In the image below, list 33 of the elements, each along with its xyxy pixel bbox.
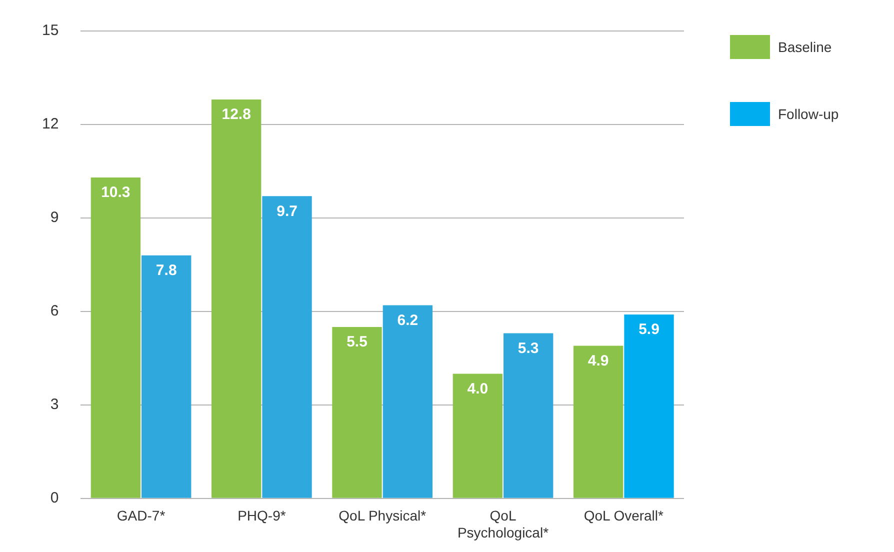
y-tick-label: 12: [42, 116, 59, 133]
y-tick-label: 0: [50, 490, 59, 507]
bar: [382, 305, 433, 498]
data-label: 5.5: [346, 334, 368, 351]
x-tick-label: QoL Psychological*: [457, 508, 550, 540]
data-label: 9.7: [276, 202, 298, 220]
legend-label: Follow-up: [778, 106, 839, 122]
data-label: 5.9: [638, 321, 660, 338]
x-tick-label: PHQ-9*: [238, 508, 286, 524]
data-label: 7.8: [156, 262, 177, 279]
bar: [332, 327, 382, 498]
data-label: 12.8: [222, 106, 251, 124]
legend-label: Baseline: [778, 39, 832, 55]
y-tick-label: 3: [50, 396, 59, 414]
bar: [142, 255, 192, 498]
data-label: 4.9: [588, 352, 609, 370]
data-label: 4.0: [467, 380, 488, 398]
bar: [504, 333, 554, 498]
bar: [90, 177, 141, 498]
x-tick-label: QoL Physical*: [338, 508, 427, 524]
bar: [262, 196, 312, 498]
bar: [624, 314, 674, 498]
y-tick-label: 6: [50, 302, 59, 320]
data-label: 5.3: [518, 340, 539, 357]
data-label: 10.3: [101, 184, 130, 202]
bar: [452, 374, 502, 498]
data-label: 6.2: [397, 312, 418, 329]
x-tick-label: GAD-7*: [116, 508, 166, 524]
bar: [573, 346, 624, 498]
y-tick-label: 9: [50, 209, 59, 226]
bar: [212, 100, 262, 498]
y-tick-label: 15: [42, 22, 59, 40]
x-tick-label: QoL Overall*: [584, 508, 664, 524]
